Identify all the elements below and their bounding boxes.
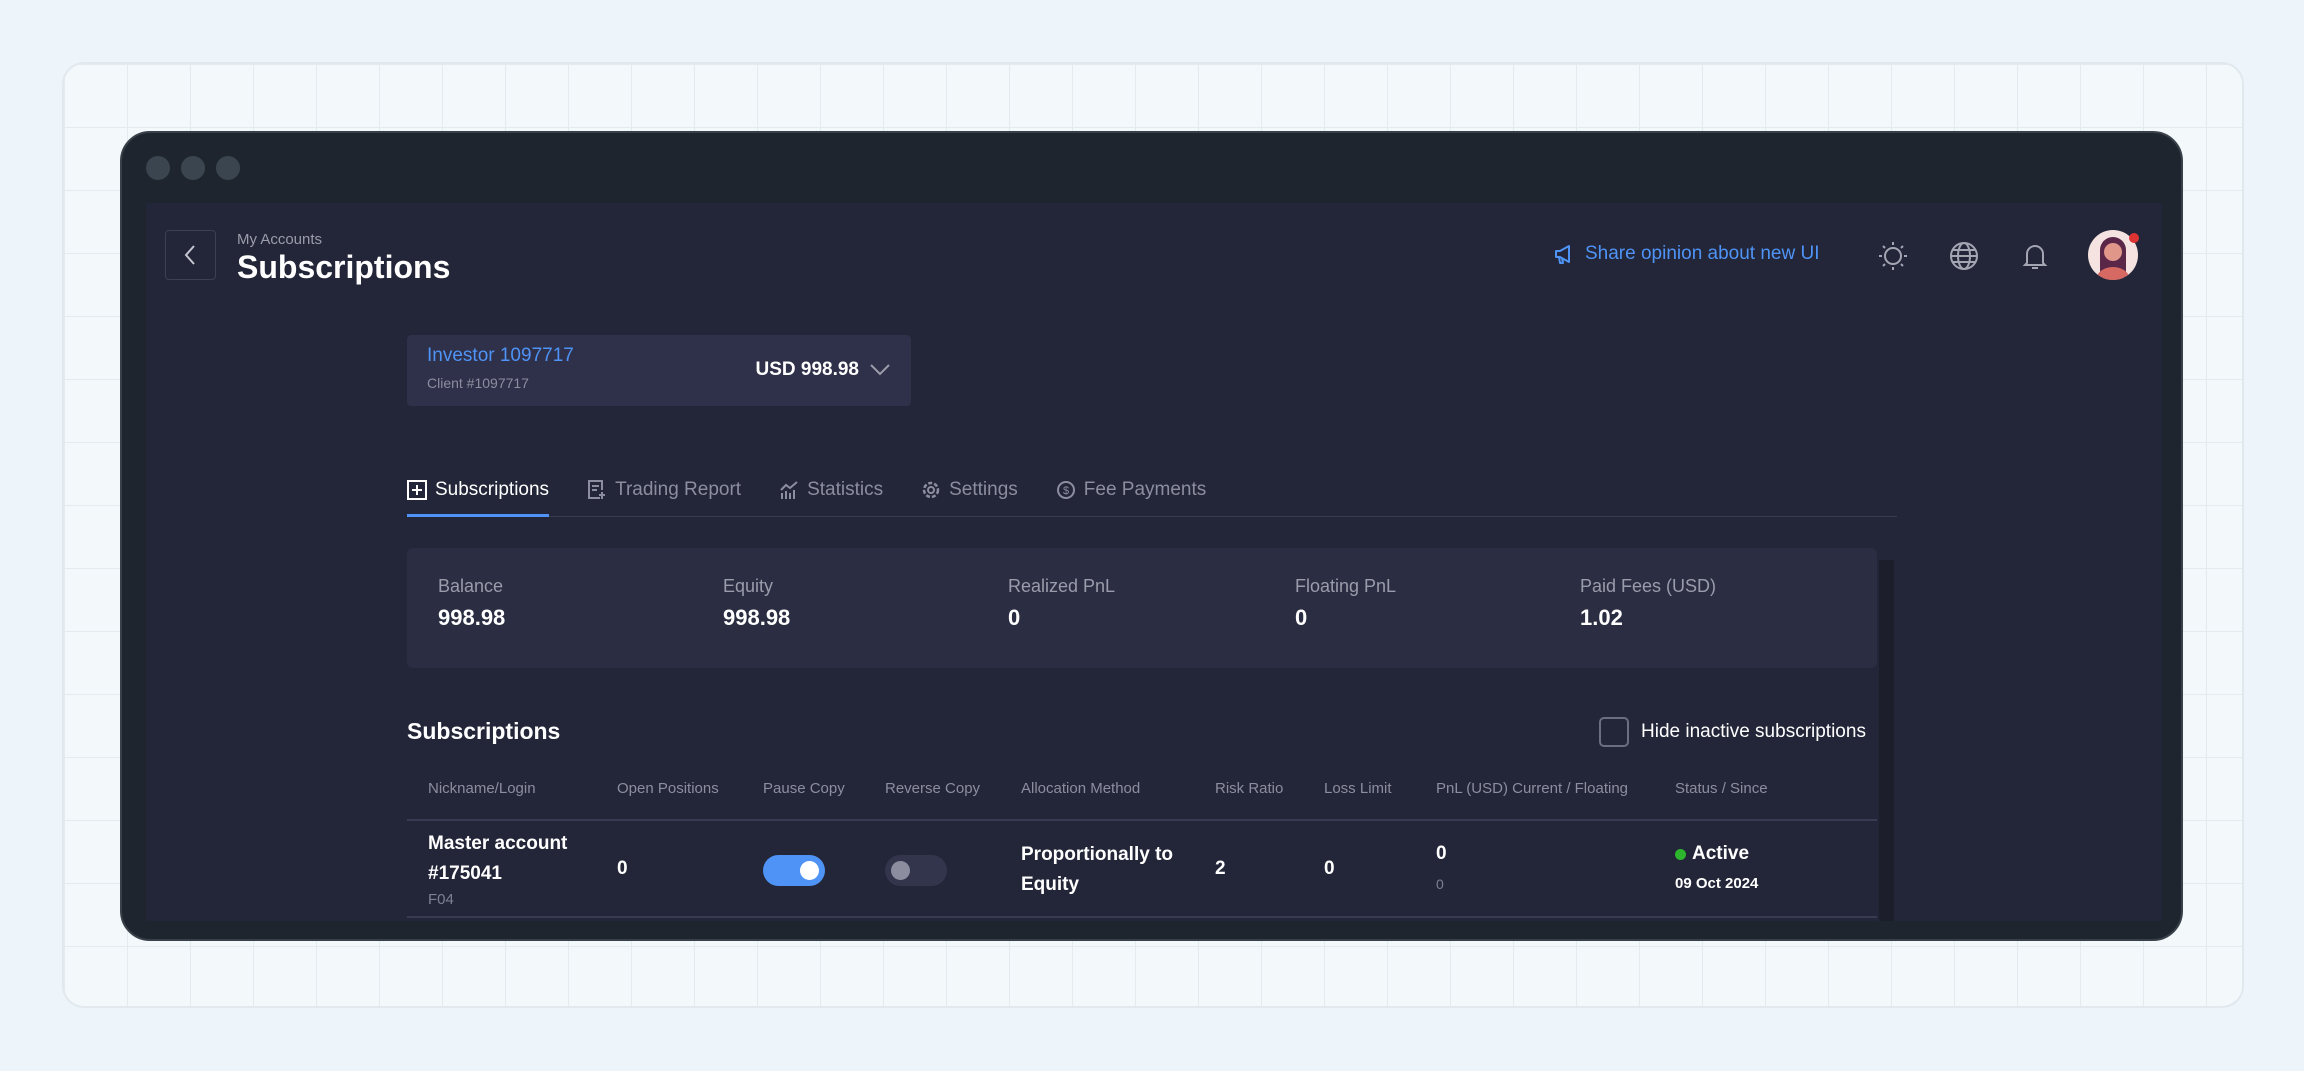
- checkbox-label: Hide inactive subscriptions: [1641, 721, 1866, 742]
- svg-text:$: $: [1063, 485, 1069, 497]
- chevron-down-icon: [870, 364, 890, 376]
- megaphone-icon: [1555, 245, 1570, 264]
- stat-realized-pnl: Realized PnL 0: [1008, 576, 1116, 630]
- plus-square-icon: [407, 480, 427, 500]
- divider: [407, 819, 1877, 821]
- account-balance: USD 998.98: [755, 359, 859, 380]
- globe-icon[interactable]: [1949, 241, 1979, 271]
- column-header: Open Positions: [617, 780, 719, 797]
- risk-ratio-cell: 2: [1215, 858, 1226, 879]
- pause-copy-toggle[interactable]: [763, 855, 825, 886]
- tab-fee-payments[interactable]: $ Fee Payments: [1056, 465, 1207, 515]
- allocation-method-cell: Proportionally to Equity: [1021, 844, 1173, 895]
- page-title: Subscriptions: [237, 249, 451, 285]
- tab-bar: Subscriptions Trading Report Statistics …: [407, 465, 1897, 517]
- stat-balance: Balance 998.98: [438, 576, 506, 630]
- tab-label: Subscriptions: [435, 479, 550, 500]
- tab-subscriptions[interactable]: Subscriptions: [407, 465, 550, 517]
- client-id: Client #1097717: [427, 375, 529, 391]
- chart-icon: [780, 481, 798, 499]
- chevron-left-icon: [184, 245, 195, 265]
- since-date: 09 Oct 2024: [1675, 875, 1759, 892]
- bell-icon[interactable]: [2020, 241, 2050, 271]
- loss-limit-cell: 0: [1324, 858, 1335, 879]
- window-dot: [181, 156, 205, 180]
- tab-label: Trading Report: [615, 479, 742, 500]
- checkbox-box[interactable]: [1599, 717, 1629, 747]
- window-dot: [216, 156, 240, 180]
- column-header: PnL (USD) Current / Floating: [1436, 780, 1629, 797]
- column-header: Risk Ratio: [1215, 780, 1284, 797]
- stat-floating-pnl: Floating PnL 0: [1295, 576, 1397, 630]
- window-dot: [146, 156, 170, 180]
- hide-inactive-checkbox[interactable]: Hide inactive subscriptions: [1599, 717, 1866, 747]
- column-header: Reverse Copy: [885, 780, 981, 797]
- back-button[interactable]: [165, 230, 216, 280]
- tab-settings[interactable]: Settings: [921, 465, 1018, 515]
- reverse-copy-toggle[interactable]: [885, 855, 947, 886]
- avatar[interactable]: [2088, 230, 2138, 280]
- status-badge: Active: [1675, 843, 1749, 865]
- tab-label: Fee Payments: [1083, 479, 1207, 500]
- report-icon: [588, 480, 606, 499]
- tab-statistics[interactable]: Statistics: [779, 465, 883, 515]
- tab-trading-report[interactable]: Trading Report: [587, 465, 741, 515]
- scrollbar[interactable]: [1879, 560, 1894, 921]
- tab-label: Statistics: [807, 479, 884, 500]
- pnl-floating-cell: 0: [1436, 876, 1444, 892]
- gear-icon: [922, 481, 940, 499]
- share-opinion-link[interactable]: Share opinion about new UI: [1553, 243, 1820, 265]
- column-header: Pause Copy: [763, 780, 845, 797]
- account-selector[interactable]: Investor 1097717 Client #1097717 USD 998…: [407, 335, 911, 406]
- app-window: My Accounts Subscriptions Share opinion …: [120, 131, 2183, 941]
- column-header: Allocation Method: [1021, 780, 1141, 797]
- tab-label: Settings: [949, 479, 1018, 500]
- open-positions-cell: 0: [617, 858, 628, 879]
- nickname-cell[interactable]: Master account #175041 F04: [428, 833, 568, 908]
- column-header: Status / Since: [1675, 780, 1768, 797]
- notification-badge: [2129, 233, 2139, 243]
- sun-icon[interactable]: [1878, 241, 1908, 271]
- stat-equity: Equity 998.98: [723, 576, 791, 630]
- column-header: Loss Limit: [1324, 780, 1392, 797]
- subscriptions-heading: Subscriptions: [407, 718, 561, 744]
- column-header: Nickname/Login: [428, 780, 536, 797]
- pnl-current-cell: 0: [1436, 843, 1447, 864]
- account-summary: Balance 998.98 Equity 998.98 Realized PnL 0…: [407, 548, 1877, 668]
- account-name: Investor 1097717: [427, 345, 574, 366]
- breadcrumb[interactable]: My Accounts: [237, 231, 323, 248]
- status-dot: [1675, 848, 1686, 860]
- share-opinion-label: Share opinion about new UI: [1585, 243, 1820, 264]
- stat-paid-fees: Paid Fees (USD) 1.02: [1580, 576, 1717, 630]
- main-content: My Accounts Subscriptions Share opinion …: [146, 203, 2162, 921]
- divider: [407, 916, 1877, 918]
- dollar-circle-icon: $: [1056, 481, 1075, 499]
